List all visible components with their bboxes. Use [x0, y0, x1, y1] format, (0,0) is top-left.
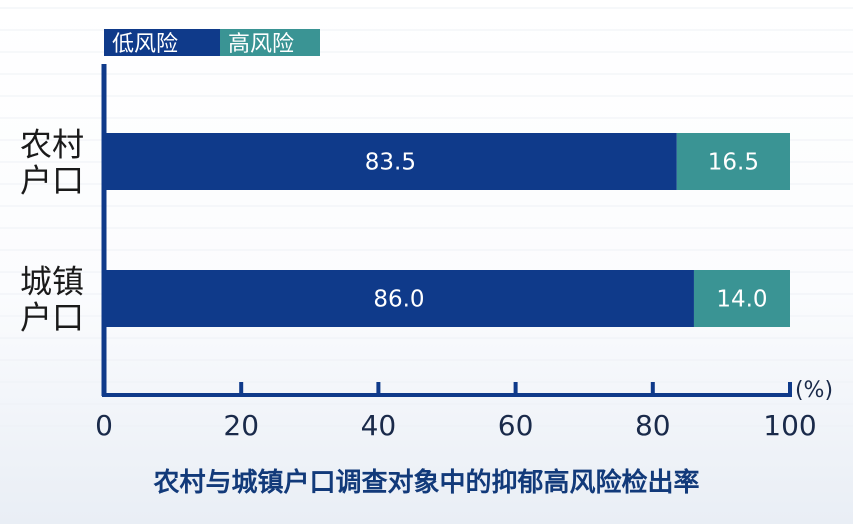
bar-value-label: 14.0	[716, 287, 767, 313]
x-tick-label: 60	[498, 409, 534, 442]
gridlines	[0, 7, 853, 427]
legend-swatch	[104, 29, 220, 56]
x-ticks: 0 20 40 60 80 100	[95, 382, 817, 442]
bar-value-label: 83.5	[365, 150, 416, 176]
bar-segment	[104, 270, 694, 327]
x-tick-label: 20	[223, 409, 259, 442]
category-label: 户口	[20, 162, 84, 200]
bar-segment	[676, 133, 790, 190]
x-tick-label: 100	[763, 409, 816, 442]
bar-value-label: 16.5	[708, 150, 759, 176]
category-label: 户口	[20, 299, 84, 337]
bars: 83.5 16.5 86.0 14.0	[104, 133, 790, 327]
bar-value-label: 86.0	[373, 287, 424, 313]
category-label: 城镇	[20, 263, 84, 301]
x-tick-label: 80	[635, 409, 671, 442]
bar-segment	[693, 270, 790, 327]
bar-segment	[104, 133, 677, 190]
legend: 低风险 高风险	[104, 29, 320, 57]
legend-label: 高风险	[228, 32, 294, 57]
category-label: 农村	[20, 126, 84, 164]
legend-swatch	[220, 29, 320, 56]
x-tick-label: 0	[95, 409, 113, 442]
chart-title: 农村与城镇户口调查对象中的抑郁高风险检出率	[153, 468, 700, 498]
legend-label: 低风险	[112, 32, 178, 57]
x-unit-label: (%)	[795, 378, 833, 403]
x-tick-label: 40	[361, 409, 397, 442]
